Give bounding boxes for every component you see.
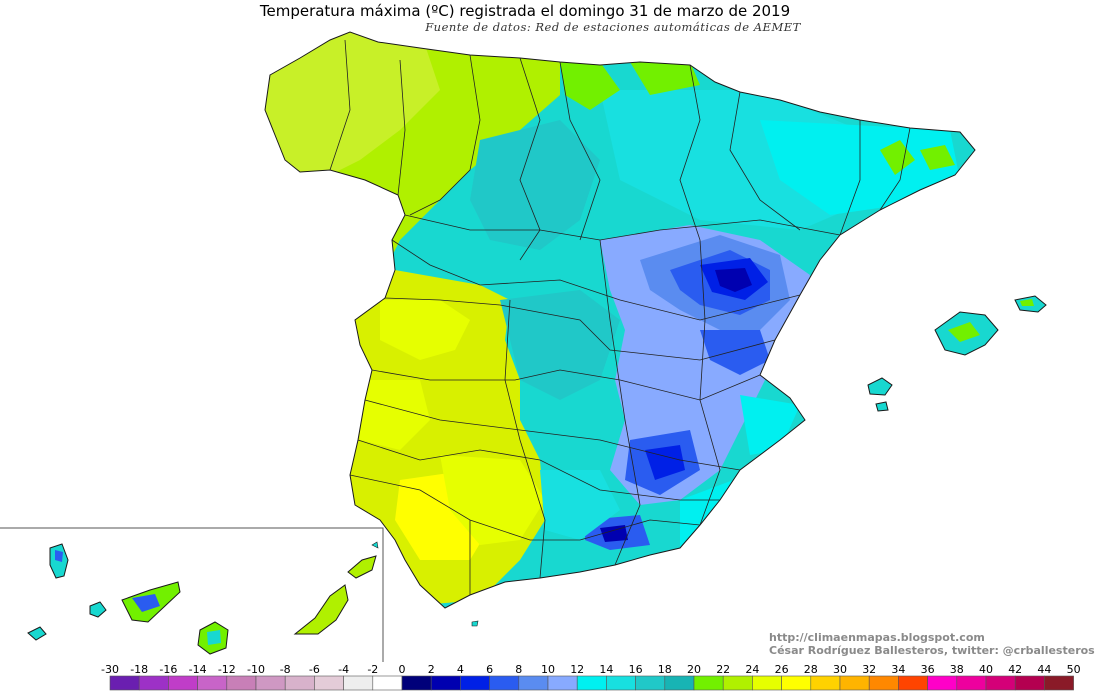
ibiza — [867, 377, 893, 396]
author-credit: César Rodríguez Ballesteros, twitter: @c… — [769, 644, 1095, 657]
data-source-subtitle: Fuente de datos: Red de estaciones autom… — [425, 20, 801, 34]
blog-url[interactable]: http://climaenmapas.blogspot.com — [769, 631, 985, 644]
formentera — [875, 401, 889, 412]
map-title: Temperatura máxima (ºC) registrada el do… — [259, 2, 791, 20]
iberian-peninsula — [265, 32, 975, 608]
fuerteventura — [293, 584, 349, 635]
la-gomera — [89, 601, 107, 618]
province-borders — [329, 39, 911, 595]
lanzarote — [347, 555, 377, 579]
credits-block: http://climaenmapas.blogspot.com César R… — [769, 631, 1095, 657]
canary-inset — [0, 527, 384, 662]
el-hierro — [27, 626, 47, 641]
balearic-islands — [867, 295, 1047, 412]
